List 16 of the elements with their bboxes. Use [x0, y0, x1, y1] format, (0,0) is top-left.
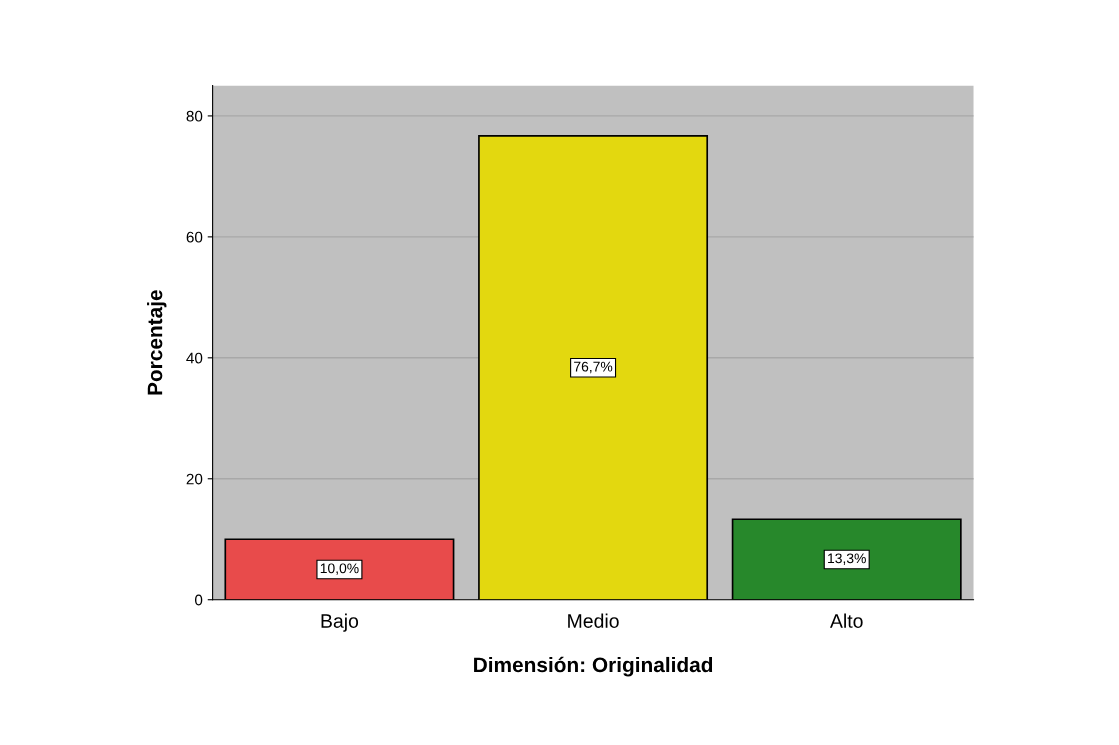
data-label: 76,7%: [574, 361, 613, 374]
x-tick-label: Alto: [830, 613, 863, 628]
y-tick-label: 40: [186, 352, 203, 364]
y-tick-label: 0: [194, 594, 203, 606]
y-axis-title: Porcentaje: [147, 290, 167, 395]
bar: [731, 518, 962, 600]
bar: [224, 538, 455, 600]
x-tick-label: Bajo: [321, 613, 359, 632]
x-tick-label: Medio: [568, 613, 619, 628]
y-tick-label: 60: [186, 231, 203, 243]
data-label: 10,0%: [320, 563, 359, 575]
data-label: 13,3%: [828, 553, 866, 565]
x-axis-title: Dimensión: Originalidad: [474, 656, 713, 677]
y-tick-label: 80: [186, 110, 203, 122]
bar: [478, 135, 709, 600]
y-tick-label: 20: [186, 473, 203, 485]
